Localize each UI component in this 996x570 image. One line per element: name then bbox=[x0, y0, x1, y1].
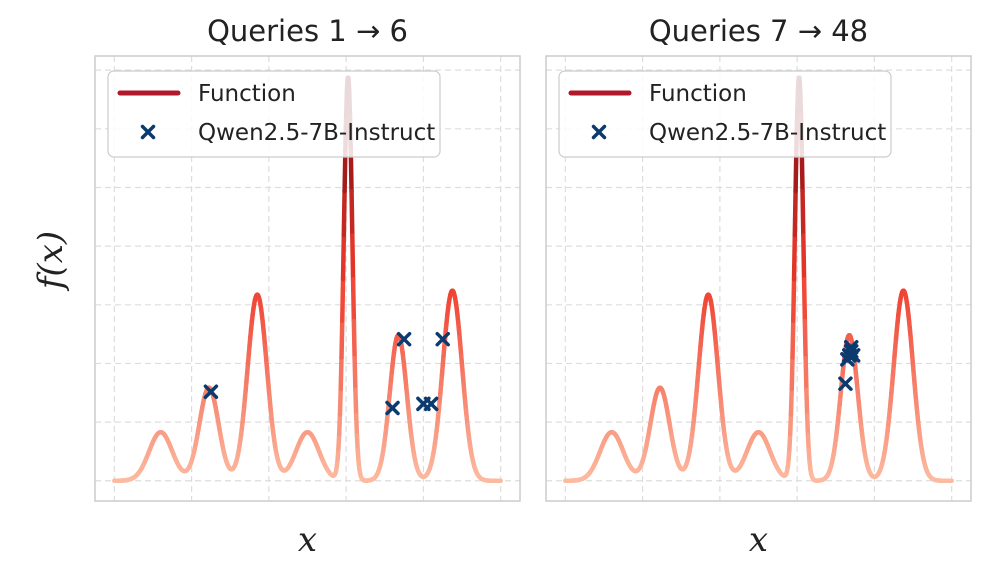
function-line-segment bbox=[801, 233, 807, 282]
legend-box bbox=[107, 70, 441, 158]
function-line-segment bbox=[350, 277, 357, 324]
x-axis-label-right: x bbox=[748, 520, 769, 560]
x-axis-label-left: x bbox=[297, 520, 318, 560]
function-line-segment bbox=[339, 318, 345, 360]
query-point-marker bbox=[385, 400, 400, 416]
function-line-segment bbox=[350, 233, 356, 282]
legend-marker-swatch bbox=[140, 124, 156, 140]
function-line-segment bbox=[354, 433, 360, 453]
function-line-segment bbox=[805, 433, 811, 453]
legend-function-label: Function bbox=[198, 81, 296, 107]
function-line-segment bbox=[341, 188, 347, 238]
query-point-marker bbox=[435, 331, 450, 347]
chart-title-right: Queries 7 → 48 bbox=[648, 14, 869, 48]
plot-frame bbox=[545, 55, 972, 502]
query-point-marker bbox=[838, 376, 853, 391]
plot-frame bbox=[94, 55, 521, 502]
function-line-segment bbox=[802, 318, 808, 361]
function-line-segment bbox=[353, 413, 360, 438]
query-point-marker bbox=[396, 331, 412, 347]
legend-box bbox=[558, 70, 892, 158]
legend-marker-swatch bbox=[591, 124, 607, 140]
function-line-segment bbox=[352, 355, 358, 392]
function-line-segment bbox=[803, 355, 809, 392]
function-line-segment bbox=[800, 189, 806, 238]
function-line-segment bbox=[804, 387, 810, 418]
function-line-segment bbox=[338, 355, 344, 392]
legend-scatter-label: Qwen2.5-7B-Instruct bbox=[649, 120, 886, 146]
chart-title-left: Queries 1 → 6 bbox=[207, 14, 408, 48]
function-line-segment bbox=[340, 276, 346, 323]
query-point-marker bbox=[423, 396, 439, 412]
function-line-segment bbox=[349, 189, 355, 238]
function-line-segment bbox=[791, 276, 797, 323]
query-point-marker bbox=[843, 340, 859, 355]
query-point-marker bbox=[203, 384, 219, 400]
function-line-segment bbox=[790, 318, 796, 360]
function-line-segment bbox=[801, 277, 808, 324]
function-line-segment bbox=[340, 232, 347, 282]
function-line-segment bbox=[336, 431, 342, 452]
function-line-segment bbox=[787, 431, 793, 452]
function-line-segment bbox=[787, 412, 794, 437]
function-line-segment bbox=[353, 387, 359, 418]
function-line-segment bbox=[789, 355, 795, 392]
legend-scatter-label: Qwen2.5-7B-Instruct bbox=[198, 120, 435, 146]
legend-function-label: Function bbox=[649, 81, 747, 107]
function-line-segment bbox=[792, 188, 798, 238]
function-line-segment bbox=[336, 412, 343, 437]
function-line-segment bbox=[788, 386, 794, 417]
function-line-segment bbox=[791, 232, 798, 282]
function-line-segment bbox=[337, 386, 343, 417]
function-line-segment bbox=[351, 318, 357, 361]
function-line-segment bbox=[804, 413, 811, 438]
